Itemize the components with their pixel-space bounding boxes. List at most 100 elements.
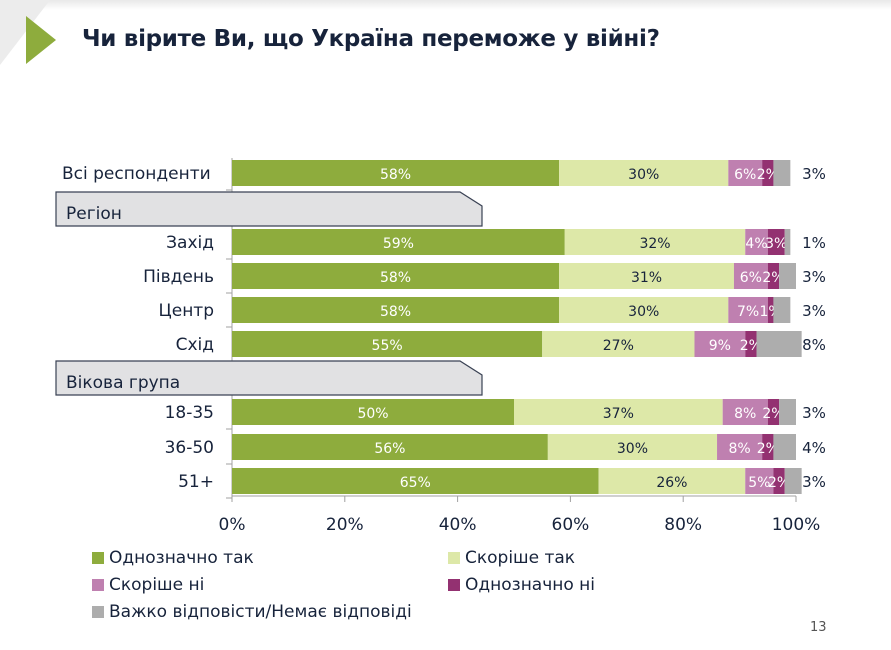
category-label: 18-35 [165, 403, 214, 423]
data-label: 4% [802, 439, 826, 457]
data-label: 8% [728, 441, 750, 457]
bar-segment [559, 297, 729, 323]
bar-segment [784, 468, 802, 494]
category-label: Центр [159, 301, 214, 321]
legend-swatch [92, 579, 104, 591]
bar-segment [779, 399, 796, 425]
data-label: 3% [802, 404, 826, 422]
group-header-box [55, 191, 483, 227]
data-label: 6% [734, 167, 756, 183]
legend-label: Скоріше ні [109, 575, 205, 595]
data-label: 37% [603, 406, 634, 422]
data-label: 2% [757, 167, 779, 183]
bar-segment [232, 160, 560, 186]
bar-segment [559, 263, 734, 289]
bar-segment [547, 434, 718, 460]
bar-segment [779, 263, 796, 289]
bar-segment [733, 263, 768, 289]
x-tick-label: 0% [219, 515, 246, 535]
data-label: 32% [639, 236, 670, 252]
bar-segment [767, 229, 785, 255]
data-label: 58% [380, 304, 411, 320]
data-label: 3% [802, 165, 826, 183]
data-label: 65% [400, 475, 431, 491]
data-label: 8% [802, 336, 826, 354]
x-tick-label: 40% [439, 515, 477, 535]
data-label: 9% [709, 338, 731, 354]
legend-item-hard-to-say: Важко відповісти/Немає відповіді [92, 602, 412, 622]
category-label: 36-50 [165, 438, 214, 458]
data-label: 3% [802, 473, 826, 491]
data-label: 50% [357, 406, 388, 422]
data-label: 30% [617, 441, 648, 457]
bar-segment [559, 160, 729, 186]
x-tick-label: 60% [552, 515, 590, 535]
bar-segment [745, 229, 768, 255]
bar-segment [542, 331, 695, 357]
data-label: 58% [380, 167, 411, 183]
category-label: Захід [166, 233, 214, 253]
bar-segment [756, 331, 802, 357]
bar-segment [728, 160, 763, 186]
legend-swatch [92, 552, 104, 564]
legend-swatch [448, 552, 460, 564]
legend-label: Скоріше так [465, 548, 576, 568]
data-label: 27% [603, 338, 634, 354]
group-header-label: Вікова група [66, 373, 180, 393]
x-tick-label: 80% [664, 515, 702, 535]
bar-segment [598, 468, 746, 494]
x-tick-label: 20% [326, 515, 364, 535]
legend-label: Однозначно так [109, 548, 254, 568]
legend-item-definitely-no: Однозначно ні [448, 575, 595, 595]
category-label: Схід [176, 335, 214, 355]
category-label: Південь [143, 267, 214, 287]
category-label: Всі респонденти [62, 164, 211, 184]
data-label: 3% [765, 236, 787, 252]
bar-segment [762, 434, 774, 460]
data-label: 30% [628, 304, 659, 320]
bar-segment [767, 399, 780, 425]
bar-segment [232, 468, 599, 494]
title-arrow-icon [26, 16, 56, 64]
data-label: 2% [757, 441, 779, 457]
bar-segment [232, 399, 514, 425]
bar-segment [564, 229, 746, 255]
category-label: 51+ [178, 472, 214, 492]
legend-swatch [448, 579, 460, 591]
bar-segment [745, 468, 774, 494]
bar-segment [773, 160, 791, 186]
data-label: 2% [768, 475, 790, 491]
bar-segment [232, 331, 543, 357]
bar-segment [232, 263, 560, 289]
data-label: 6% [740, 270, 762, 286]
data-label: 56% [374, 441, 405, 457]
data-label: 26% [656, 475, 687, 491]
data-label: 4% [745, 236, 767, 252]
legend-label: Однозначно ні [465, 575, 596, 595]
page-number: 13 [810, 620, 827, 635]
bar-segment [767, 297, 774, 323]
legend-item-rather-yes: Скоріше так [448, 548, 575, 568]
bar-segment [773, 434, 796, 460]
data-label: 7% [737, 304, 759, 320]
legend-label: Важко відповісти/Немає відповіді [109, 602, 412, 622]
chart-legend: Однозначно так Скоріше так Скоріше ні Од… [92, 548, 652, 628]
legend-swatch [92, 606, 104, 618]
data-label: 3% [802, 302, 826, 320]
data-label: 30% [628, 167, 659, 183]
bar-segment [745, 331, 757, 357]
legend-item-definitely-yes: Однозначно так [92, 548, 254, 568]
bar-segment [773, 468, 785, 494]
data-label: 5% [748, 475, 770, 491]
bar-segment [722, 399, 768, 425]
group-header-label: Регіон [66, 204, 122, 224]
data-label: 3% [802, 268, 826, 286]
bar-segment [728, 297, 768, 323]
bar-segment [232, 229, 565, 255]
data-label: 31% [631, 270, 662, 286]
bar-segment [694, 331, 746, 357]
data-label: 59% [383, 236, 414, 252]
data-label: 2% [740, 338, 762, 354]
bar-segment [717, 434, 763, 460]
